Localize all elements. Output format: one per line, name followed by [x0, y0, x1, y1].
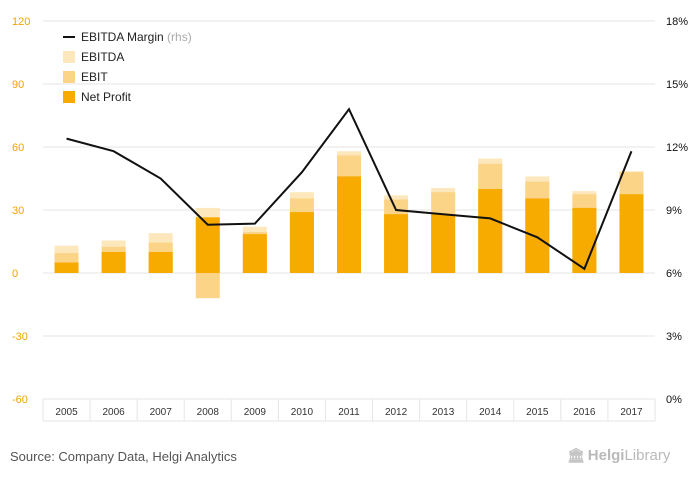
logo-suffix: Library: [624, 447, 671, 464]
x-tick-label: 2017: [620, 407, 643, 418]
legend-label-ebitda: EBITDA: [81, 50, 124, 64]
x-tick-label: 2015: [526, 407, 549, 418]
left-tick-label: 0: [12, 268, 18, 280]
x-tick-label: 2007: [150, 407, 173, 418]
bar-net-profit: [101, 252, 126, 273]
bar-net-profit: [242, 234, 267, 273]
bar-net-profit: [431, 214, 456, 273]
bar-net-profit: [619, 194, 644, 273]
left-tick-label: -60: [12, 394, 28, 406]
right-tick-label: 6%: [666, 268, 682, 280]
grid-lines: [42, 20, 656, 422]
right-tick-label: 12%: [666, 142, 688, 154]
legend-label-net-profit: Net Profit: [81, 90, 132, 104]
left-tick-label: 120: [12, 16, 30, 28]
bar-net-profit: [337, 176, 361, 273]
bar-net-profit: [289, 212, 314, 273]
x-tick-label: 2012: [385, 407, 408, 418]
helgi-library-logo: 🏛 HelgiLibrary: [567, 447, 670, 464]
bar-net-profit: [384, 214, 409, 273]
x-tick-label: 2013: [432, 407, 455, 418]
left-tick-label: 30: [12, 205, 24, 217]
bar-net-profit: [572, 207, 597, 273]
left-tick-label: 90: [12, 79, 24, 91]
bar-net-profit: [195, 217, 220, 273]
legend-swatch-ebitda: [63, 51, 75, 63]
ebitda-margin-line: [66, 107, 633, 271]
x-tick-label: 2009: [244, 407, 267, 418]
right-tick-label: 18%: [666, 16, 688, 28]
x-tick-label: 2011: [338, 407, 360, 418]
legend: EBITDA Margin (rhs) EBITDA EBIT Net Profit: [63, 30, 192, 104]
x-tick-label: 2014: [479, 407, 502, 418]
chart: -60 0% -30 3% 0 6% 30 9% 60 12% 90 15% 120 18% 2005 200…: [12, 16, 688, 422]
legend-swatch-ebit: [63, 71, 75, 83]
x-tick-label: 2010: [291, 407, 314, 418]
right-tick-label: 3%: [666, 331, 682, 343]
axes: -60 0% -30 3% 0 6% 30 9% 60 12% 90 15% 120 18% 2005 200…: [12, 16, 688, 418]
x-tick-label: 2008: [197, 407, 220, 418]
x-tick-label: 2016: [573, 407, 596, 418]
legend-label-ebit: EBIT: [81, 70, 108, 84]
x-tick-label: 2006: [102, 407, 125, 418]
source-note: Source: Company Data, Helgi Analytics: [10, 449, 237, 464]
ebitda-margin-line-group: [66, 107, 633, 271]
x-tick-label: 2005: [55, 407, 78, 418]
right-tick-label: 15%: [666, 79, 688, 91]
bar-ebit: [195, 273, 220, 299]
library-building-icon: 🏛: [567, 447, 585, 463]
bar-net-profit: [54, 262, 79, 273]
left-tick-label: 60: [12, 142, 24, 154]
legend-swatch-net-profit: [63, 91, 75, 103]
bar-net-profit: [525, 198, 550, 273]
right-tick-label: 9%: [666, 205, 682, 217]
bar-net-profit: [148, 252, 173, 273]
right-tick-label: 0%: [666, 394, 682, 406]
bar-net-profit: [478, 189, 503, 273]
legend-label-ebitda-margin: EBITDA Margin (rhs): [81, 30, 192, 44]
left-tick-label: -30: [12, 331, 28, 343]
logo-name: Helgi: [587, 447, 625, 464]
bars: [54, 151, 644, 299]
